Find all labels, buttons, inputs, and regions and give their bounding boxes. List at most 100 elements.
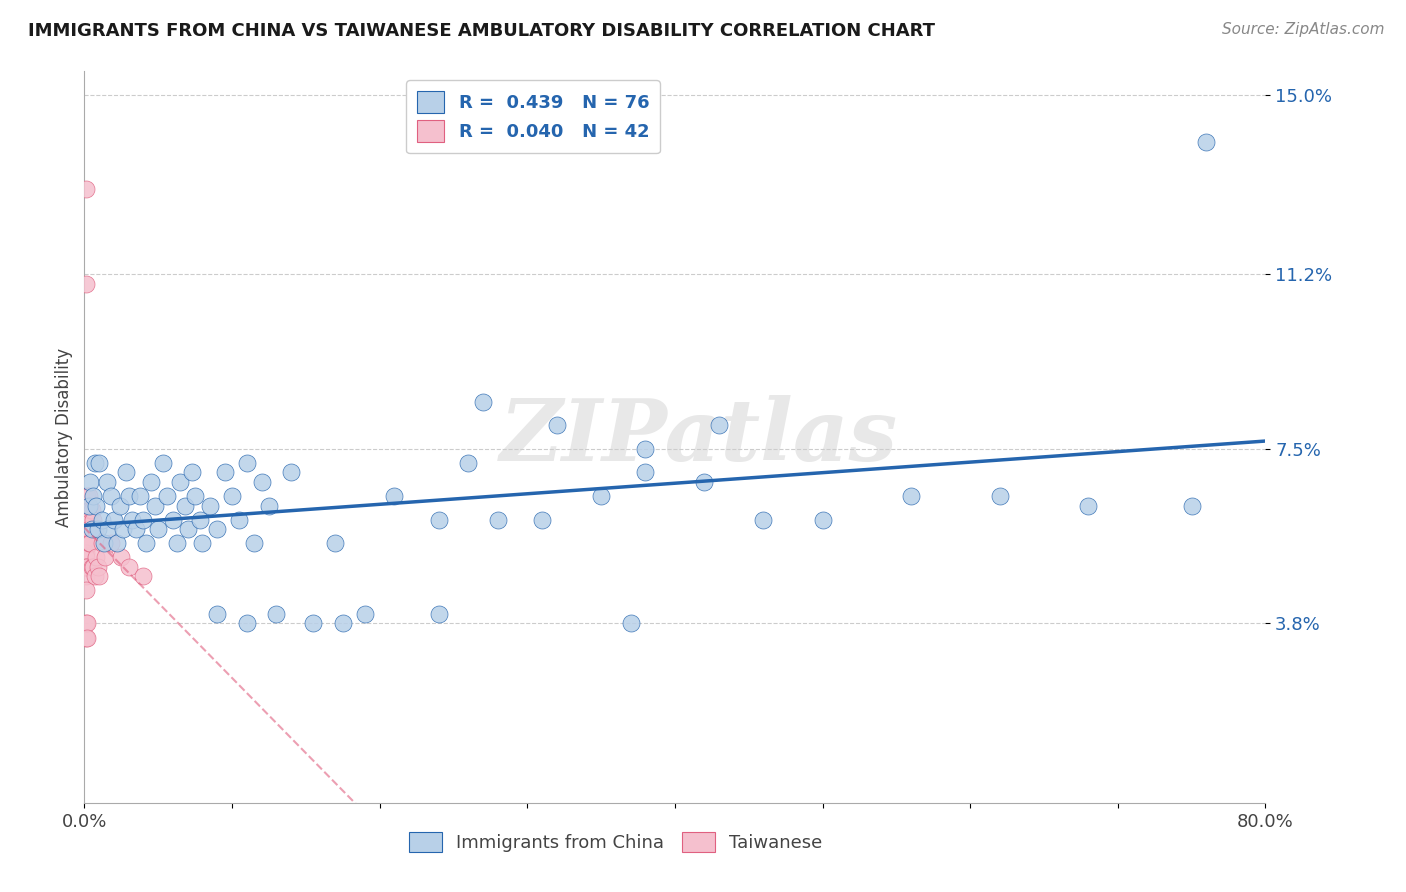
Point bbox=[236, 616, 259, 631]
Point bbox=[77, 499, 100, 513]
Point bbox=[76, 503, 98, 517]
Point bbox=[988, 489, 1011, 503]
Point bbox=[103, 513, 125, 527]
Point bbox=[77, 513, 100, 527]
Point bbox=[83, 569, 105, 583]
Point bbox=[100, 489, 122, 503]
Point bbox=[162, 513, 184, 527]
Point bbox=[427, 513, 450, 527]
Point bbox=[125, 522, 148, 536]
Point bbox=[221, 489, 243, 503]
Point bbox=[354, 607, 377, 621]
Point bbox=[75, 277, 97, 291]
Point bbox=[1181, 499, 1204, 513]
Point bbox=[191, 536, 214, 550]
Point bbox=[169, 475, 191, 489]
Point bbox=[214, 466, 236, 480]
Point bbox=[546, 418, 568, 433]
Point bbox=[173, 499, 195, 513]
Point bbox=[87, 569, 111, 583]
Point bbox=[332, 616, 354, 631]
Point bbox=[114, 466, 136, 480]
Point bbox=[302, 616, 325, 631]
Text: Source: ZipAtlas.com: Source: ZipAtlas.com bbox=[1222, 22, 1385, 37]
Point bbox=[77, 489, 100, 503]
Point bbox=[79, 475, 101, 489]
Point bbox=[75, 532, 97, 546]
Point bbox=[75, 536, 97, 550]
Point bbox=[76, 513, 98, 527]
Point bbox=[207, 522, 229, 536]
Point bbox=[156, 489, 179, 503]
Point bbox=[132, 513, 155, 527]
Point bbox=[250, 475, 273, 489]
Point bbox=[132, 569, 155, 583]
Point bbox=[75, 182, 97, 196]
Point bbox=[75, 616, 97, 631]
Point bbox=[188, 513, 211, 527]
Y-axis label: Ambulatory Disability: Ambulatory Disability bbox=[55, 348, 73, 526]
Point bbox=[148, 522, 170, 536]
Point bbox=[76, 489, 98, 503]
Point bbox=[77, 536, 100, 550]
Point bbox=[82, 513, 104, 527]
Point bbox=[84, 499, 107, 513]
Text: ZIPatlas: ZIPatlas bbox=[499, 395, 897, 479]
Point bbox=[82, 559, 104, 574]
Point bbox=[166, 536, 188, 550]
Point bbox=[591, 489, 613, 503]
Point bbox=[1195, 135, 1218, 149]
Point bbox=[184, 489, 207, 503]
Point bbox=[93, 536, 115, 550]
Point bbox=[82, 489, 104, 503]
Point bbox=[266, 607, 288, 621]
Point bbox=[75, 631, 97, 645]
Point bbox=[75, 546, 97, 560]
Point bbox=[94, 550, 117, 565]
Point bbox=[83, 456, 105, 470]
Point bbox=[108, 499, 131, 513]
Point bbox=[79, 536, 101, 550]
Point bbox=[207, 607, 229, 621]
Point bbox=[228, 513, 250, 527]
Point bbox=[709, 418, 731, 433]
Point bbox=[236, 456, 259, 470]
Point bbox=[257, 499, 280, 513]
Point bbox=[143, 499, 166, 513]
Point bbox=[118, 559, 141, 574]
Point bbox=[280, 466, 302, 480]
Point bbox=[91, 536, 114, 550]
Point bbox=[634, 442, 657, 456]
Point bbox=[118, 489, 141, 503]
Point bbox=[75, 583, 97, 598]
Point bbox=[198, 499, 221, 513]
Point bbox=[693, 475, 716, 489]
Point bbox=[75, 559, 97, 574]
Point bbox=[76, 631, 98, 645]
Point bbox=[177, 522, 200, 536]
Point bbox=[111, 522, 134, 536]
Point bbox=[83, 522, 105, 536]
Point bbox=[811, 513, 834, 527]
Point bbox=[129, 489, 152, 503]
Point bbox=[86, 559, 108, 574]
Point bbox=[634, 466, 657, 480]
Point bbox=[531, 513, 554, 527]
Point bbox=[79, 503, 101, 517]
Point bbox=[87, 456, 111, 470]
Point bbox=[121, 513, 143, 527]
Point bbox=[86, 522, 108, 536]
Point bbox=[752, 513, 775, 527]
Point bbox=[105, 536, 128, 550]
Point bbox=[100, 536, 122, 550]
Point bbox=[620, 616, 643, 631]
Point bbox=[75, 559, 97, 574]
Point bbox=[91, 513, 114, 527]
Point bbox=[80, 559, 103, 574]
Point bbox=[110, 550, 132, 565]
Point bbox=[75, 569, 97, 583]
Point bbox=[80, 522, 103, 536]
Point bbox=[472, 394, 495, 409]
Point bbox=[97, 522, 120, 536]
Point bbox=[75, 499, 97, 513]
